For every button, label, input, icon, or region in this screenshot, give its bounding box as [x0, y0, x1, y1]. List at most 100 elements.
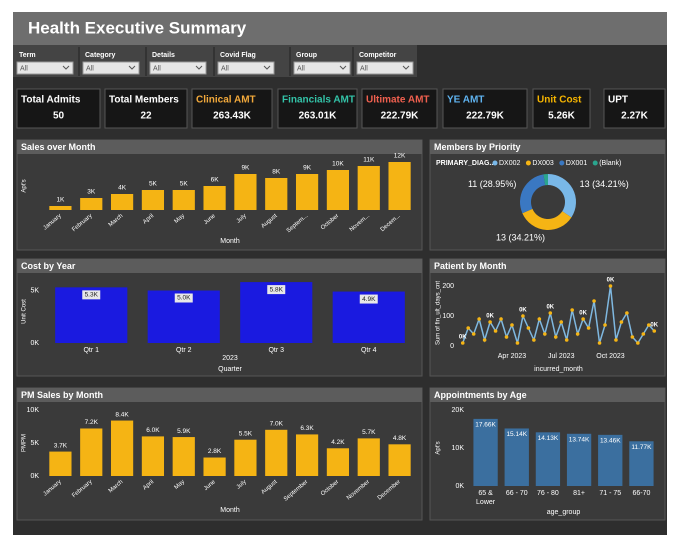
point [630, 335, 635, 339]
data-label: 8.4K [115, 411, 129, 418]
x-axis-title: age_group [547, 509, 581, 516]
data-label: 11.77K [631, 444, 652, 451]
kpi-card [191, 88, 273, 129]
point [614, 338, 618, 342]
panel-header [17, 388, 422, 402]
data-label: 13.46K [600, 438, 621, 445]
point [586, 326, 591, 330]
filter-dropdown[interactable] [82, 61, 140, 75]
point [625, 311, 629, 315]
filter-label: Details [152, 52, 175, 59]
filter-dropdown[interactable] [356, 61, 414, 75]
bar [295, 434, 319, 476]
x-tick-label: Apr 2023 [498, 353, 527, 360]
y-axis-title: Apt's [22, 179, 28, 192]
filter-dropdown[interactable] [16, 61, 74, 75]
data-label: 5.7K [362, 429, 376, 436]
data-label: 12K [394, 153, 406, 160]
y-tick-label: 0K [30, 340, 39, 347]
bar [295, 174, 319, 210]
data-label: 7.0K [270, 421, 284, 428]
panel-header [430, 388, 665, 402]
bar [629, 441, 654, 486]
bar [566, 433, 592, 486]
data-label: 0K [459, 335, 467, 341]
data-label: 11K [363, 157, 375, 164]
data-label: 0K [546, 305, 554, 311]
point [493, 329, 498, 333]
bar [357, 166, 380, 210]
y-tick-label: 200 [442, 283, 454, 290]
legend-title: PRIMARY_DIAG... [436, 160, 495, 167]
legend-marker [559, 160, 565, 166]
x-tick-label: 71 - 75 [599, 490, 621, 497]
point [532, 338, 536, 342]
bar [388, 444, 411, 476]
filter-value: All [297, 65, 305, 72]
panel-header [430, 140, 665, 154]
bar [535, 432, 561, 486]
bar [110, 194, 134, 210]
data-label: 5.3K [85, 292, 99, 299]
label-box [359, 294, 378, 304]
data-label: 4.8K [393, 435, 407, 442]
point [553, 335, 558, 339]
dropdown-chevron [402, 65, 410, 70]
data-label: 5.8K [270, 286, 284, 293]
dropdown-chevron [62, 65, 70, 70]
bar [203, 457, 226, 476]
filter-label: Term [19, 52, 36, 59]
point [537, 317, 542, 321]
label-box [174, 293, 193, 303]
slice-label: 13 (34.21%) [580, 179, 629, 189]
filter-value: All [86, 65, 94, 72]
kpi-value: 50 [53, 111, 65, 122]
y-axis-title: Sum of fin_ult_days_cnt [436, 281, 442, 345]
kpi-value: 2.27K [621, 111, 648, 122]
data-label: 9K [303, 165, 312, 172]
panel-header [17, 259, 422, 273]
kpi-label: Clinical AMT [196, 95, 256, 106]
bar [49, 451, 72, 476]
point [515, 341, 520, 345]
x-axis-title: Month [220, 238, 240, 245]
legend-marker [492, 160, 498, 166]
x-tick-label: May [174, 479, 187, 491]
bar [473, 418, 498, 486]
kpi-card [16, 88, 101, 129]
data-label: 15.14K [506, 431, 527, 438]
bar [172, 437, 195, 476]
bar [110, 420, 134, 476]
y-axis-title: Unit Cost [22, 299, 28, 324]
data-label: 0K [607, 278, 615, 284]
kpi-card [277, 88, 358, 129]
point [592, 299, 596, 303]
point [543, 332, 547, 336]
filter-dropdown[interactable] [149, 61, 207, 75]
point [526, 326, 531, 330]
point [564, 338, 569, 342]
x-tick-label: 81+ [573, 490, 585, 497]
pie-slice [543, 174, 548, 186]
filter-label: Group [296, 52, 317, 59]
filter-dropdown[interactable] [217, 61, 275, 75]
data-label: 17.66K [475, 422, 496, 429]
filter-label: Covid Flag [220, 52, 256, 59]
data-label: 8K [272, 169, 281, 176]
x-tick-label: Qtr 3 [268, 347, 284, 354]
data-label: 4.2K [331, 439, 345, 446]
bar [326, 170, 350, 210]
data-label: 4.9K [362, 296, 376, 303]
point [471, 332, 476, 336]
bar [234, 174, 257, 210]
x-tick-label: Qtr 1 [83, 347, 99, 354]
bar [141, 190, 165, 210]
filter-dropdown[interactable] [293, 61, 351, 75]
kpi-label: Total Members [109, 95, 179, 106]
panel-header [17, 140, 422, 154]
data-label: 13.74K [569, 437, 590, 444]
data-label: 0K [650, 323, 658, 329]
data-label: 3.7K [54, 442, 68, 449]
panel-title: Cost by Year [21, 261, 76, 271]
